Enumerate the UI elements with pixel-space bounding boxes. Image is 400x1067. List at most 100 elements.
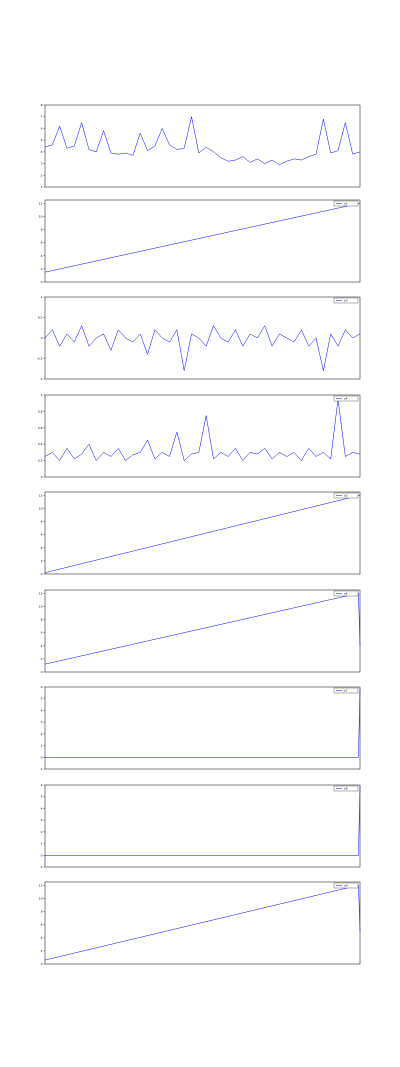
- y-tick-label: 10: [39, 506, 43, 510]
- series-line: [44, 495, 361, 573]
- y-tick-label: 8: [41, 103, 43, 107]
- legend-label: s3: [344, 299, 348, 303]
- plot-frame: [44, 881, 361, 965]
- y-tick-label: 8: [41, 228, 43, 232]
- y-tick-label: 6: [41, 631, 43, 635]
- y-tick-label: 2: [41, 559, 43, 563]
- legend-label: s8: [344, 787, 348, 791]
- legend: s2: [333, 200, 359, 207]
- legend-box: [333, 882, 359, 889]
- y-tick-label: 3: [41, 162, 43, 166]
- series-line: [45, 786, 361, 856]
- y-tick-label: 2: [41, 949, 43, 953]
- plot-frame: [44, 491, 361, 575]
- y-tick-label: 5: [41, 795, 43, 799]
- legend-label: s9: [344, 884, 348, 888]
- y-tick-label: 3: [41, 720, 43, 724]
- y-tick-label: 1: [41, 393, 43, 397]
- y-tick-label: 0.6: [38, 426, 43, 430]
- plot-frame: [44, 104, 361, 188]
- y-tick-label: 8: [41, 618, 43, 622]
- series-line: [44, 203, 361, 273]
- y-tick-label: 8: [41, 520, 43, 524]
- y-tick-label: 4: [41, 546, 43, 550]
- y-tick-label: 3: [41, 818, 43, 822]
- y-tick-label: 6: [41, 126, 43, 130]
- legend-box: [333, 785, 359, 792]
- y-tick-label: 0.2: [38, 459, 43, 463]
- y-tick-label: 0.5: [38, 316, 43, 320]
- y-tick-label: 1: [41, 185, 43, 189]
- y-tick-label: 0: [41, 670, 43, 674]
- plot-frame: [44, 686, 361, 770]
- legend: s6: [333, 590, 359, 597]
- y-tick-label: 10: [39, 896, 43, 900]
- y-tick-label: 8: [41, 910, 43, 914]
- y-tick-label: 6: [41, 533, 43, 537]
- y-tick-label: 4: [41, 936, 43, 940]
- legend: s9: [333, 882, 359, 889]
- legend-box: [333, 297, 359, 304]
- legend: s4: [333, 395, 359, 402]
- series-line: [44, 592, 361, 665]
- y-tick-label: 6: [41, 783, 43, 787]
- y-tick-label: -0.5: [37, 357, 43, 361]
- legend: s5: [333, 492, 359, 499]
- y-tick-label: 12: [39, 591, 43, 595]
- y-tick-label: 10: [39, 214, 43, 218]
- y-tick-label: 2: [41, 173, 43, 177]
- y-tick-label: 2: [41, 830, 43, 834]
- y-tick-label: 10: [39, 604, 43, 608]
- series-line: [45, 688, 361, 758]
- series-line: [44, 884, 361, 961]
- legend: s8: [333, 785, 359, 792]
- y-tick-label: 1: [41, 295, 43, 299]
- plot-frame: [44, 589, 361, 673]
- y-tick-label: 7: [41, 115, 43, 119]
- legend: s7: [333, 687, 359, 694]
- legend: s3: [333, 297, 359, 304]
- y-tick-label: 4: [41, 254, 43, 258]
- legend-box: [333, 590, 359, 597]
- series-line: [44, 325, 361, 371]
- y-tick-label: 4: [41, 806, 43, 810]
- series-line: [44, 116, 361, 166]
- legend-label: s7: [344, 689, 348, 693]
- plot-frame: [44, 394, 361, 478]
- y-tick-label: 0: [41, 755, 43, 759]
- y-tick-label: 0.4: [38, 442, 43, 446]
- y-tick-label: 0: [41, 336, 43, 340]
- y-tick-label: 6: [41, 923, 43, 927]
- y-tick-label: 0.8: [38, 409, 43, 413]
- y-tick-label: 0: [41, 962, 43, 966]
- y-tick-label: -1: [40, 767, 43, 771]
- y-tick-label: 1: [41, 842, 43, 846]
- y-tick-label: 5: [41, 138, 43, 142]
- legend-box: [333, 200, 359, 207]
- y-tick-label: 4: [41, 150, 43, 154]
- legend-label: s6: [344, 592, 348, 596]
- y-tick-label: 12: [39, 883, 43, 887]
- y-tick-label: -1: [40, 865, 43, 869]
- plot-frame: [44, 296, 361, 380]
- plot-frame: [44, 784, 361, 868]
- legend-box: [333, 687, 359, 694]
- legend-box: [333, 395, 359, 402]
- y-tick-label: -1: [40, 377, 43, 381]
- y-tick-label: 5: [41, 697, 43, 701]
- y-tick-label: 4: [41, 644, 43, 648]
- legend-label: s5: [344, 494, 348, 498]
- y-tick-label: 0: [41, 853, 43, 857]
- legend-box: [333, 492, 359, 499]
- y-tick-label: 1: [41, 744, 43, 748]
- y-tick-label: 0: [41, 280, 43, 284]
- plot-frame: [44, 199, 361, 283]
- y-tick-label: 6: [41, 685, 43, 689]
- legend-label: s2: [344, 202, 348, 206]
- y-tick-label: 0: [41, 572, 43, 576]
- y-tick-label: 4: [41, 708, 43, 712]
- legend-label: s4: [344, 397, 348, 401]
- y-tick-label: 2: [41, 657, 43, 661]
- y-tick-label: 6: [41, 241, 43, 245]
